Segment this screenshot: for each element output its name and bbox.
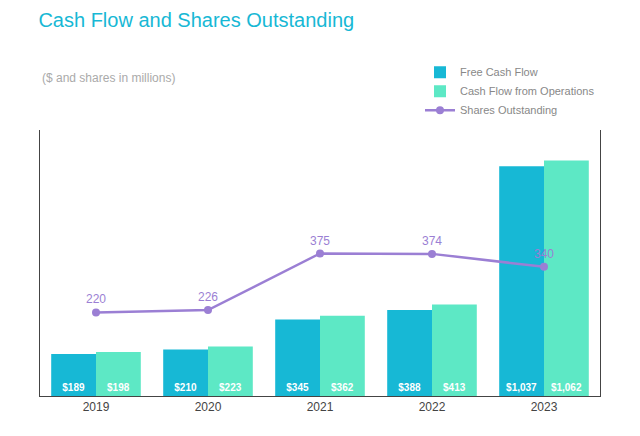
svg-text:$1,062: $1,062 xyxy=(551,382,582,393)
svg-text:$388: $388 xyxy=(398,382,421,393)
svg-text:$362: $362 xyxy=(331,382,354,393)
svg-text:2021: 2021 xyxy=(307,400,334,414)
svg-text:375: 375 xyxy=(310,234,330,248)
svg-text:$223: $223 xyxy=(219,382,242,393)
svg-text:Free Cash Flow: Free Cash Flow xyxy=(460,66,538,78)
svg-text:($ and shares in millions): ($ and shares in millions) xyxy=(42,71,175,85)
svg-text:$413: $413 xyxy=(443,382,466,393)
svg-text:Shares Outstanding: Shares Outstanding xyxy=(460,104,557,116)
svg-text:2019: 2019 xyxy=(83,400,110,414)
svg-text:Cash Flow and Shares Outstandi: Cash Flow and Shares Outstanding xyxy=(38,9,354,31)
svg-text:$345: $345 xyxy=(286,382,309,393)
svg-text:374: 374 xyxy=(422,234,442,248)
svg-text:$210: $210 xyxy=(174,382,197,393)
svg-text:220: 220 xyxy=(86,292,106,306)
svg-text:226: 226 xyxy=(198,290,218,304)
svg-text:Cash Flow from Operations: Cash Flow from Operations xyxy=(460,85,594,97)
svg-text:2022: 2022 xyxy=(419,400,446,414)
svg-text:$189: $189 xyxy=(62,382,85,393)
svg-text:2020: 2020 xyxy=(195,400,222,414)
svg-text:2023: 2023 xyxy=(531,400,558,414)
svg-text:340: 340 xyxy=(534,247,554,261)
svg-text:$198: $198 xyxy=(107,382,130,393)
svg-text:$1,037: $1,037 xyxy=(506,382,537,393)
